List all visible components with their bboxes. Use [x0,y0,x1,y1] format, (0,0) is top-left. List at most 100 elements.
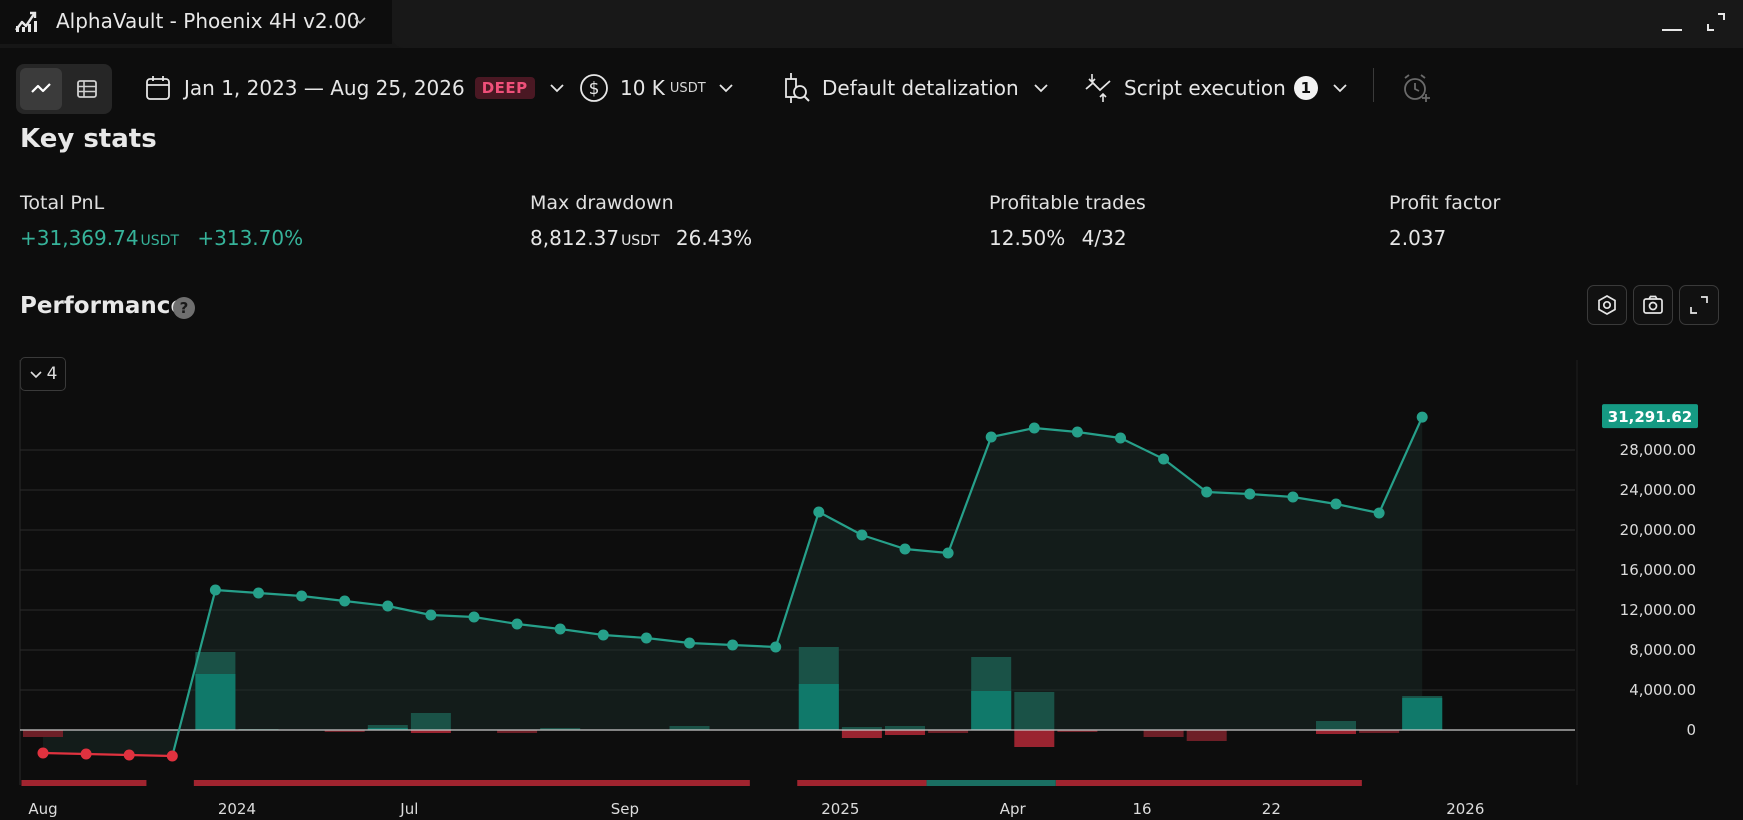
profit-factor-label: Profit factor [1389,192,1501,214]
equity-point[interactable] [209,584,221,596]
max-drawdown-value: 8,812.37 [530,226,620,250]
equity-line [42,416,1424,758]
equity-segment [603,633,647,640]
equity-point[interactable] [554,623,566,635]
title-bar-empty [392,0,1743,48]
trade-range [21,780,147,786]
chart-grid [19,360,1578,785]
equity-segment [1034,426,1078,434]
equity-point[interactable] [382,600,394,612]
equity-point[interactable] [640,632,652,644]
equity-point[interactable] [1201,486,1213,498]
equity-point[interactable] [166,750,178,762]
trade-bar [885,726,925,730]
alarm-add-icon [1404,74,1430,102]
equity-point[interactable] [1287,491,1299,503]
equity-point[interactable] [770,641,782,653]
y-tick-label: 8,000.00 [1629,641,1696,659]
equity-point[interactable] [856,529,868,541]
capital-selector[interactable]: $ 10 K USDT [578,68,736,108]
equity-point[interactable] [1244,488,1256,500]
screenshot-button[interactable] [1633,285,1673,325]
equity-segment [1162,458,1208,493]
trade-bar [669,726,710,730]
trade-bar [1143,730,1184,737]
chart-view-button[interactable] [20,68,62,110]
trade-bar [1057,730,1098,732]
equity-segment [1249,492,1293,499]
detalization-text: Default detalization [822,76,1019,100]
equity-segment [473,615,518,626]
y-tick-label: 0 [1686,721,1696,739]
last-value-label: 31,291.62 [1608,408,1692,426]
equity-segment [646,636,690,645]
trade-bar [195,674,236,730]
total-pnl-value-row: +31,369.74 USDT +313.70% [20,226,303,250]
equity-point[interactable] [1071,426,1083,438]
equity-point[interactable] [727,639,739,651]
equity-point[interactable] [813,506,825,518]
x-tick-label: 16 [1133,800,1152,818]
fullscreen-button[interactable] [1679,285,1719,325]
equity-segment [171,589,217,757]
trade-bar [367,725,408,730]
trade-range [926,780,1056,786]
date-range-selector[interactable]: Jan 1, 2023 — Aug 25, 2026 DEEP [144,68,567,108]
collapse-button[interactable]: 4 [20,357,66,391]
trade-bar [1014,730,1055,747]
window-title: AlphaVault - Phoenix 4H v2.00 [56,9,360,33]
equity-segment [1335,502,1380,515]
trade-bar [841,730,882,738]
equity-point[interactable] [339,595,351,607]
table-view-button[interactable] [66,68,108,110]
trade-bar [1186,730,1227,741]
toolbar-divider [1373,68,1374,102]
chevron-down-icon[interactable] [352,12,368,28]
profitable-trades-value-row: 12.50% 4/32 [989,226,1146,250]
minimize-icon[interactable] [1660,14,1684,34]
equity-point[interactable] [899,543,911,555]
help-icon[interactable]: ? [172,296,196,320]
equity-point[interactable] [985,431,997,443]
total-pnl-percent: +313.70% [197,226,304,250]
maximize-icon[interactable] [1704,10,1728,34]
chevron-down-icon [1333,84,1347,93]
equity-point[interactable] [1373,507,1385,519]
equity-point[interactable] [1158,453,1170,465]
equity-segment [1206,490,1250,496]
y-tick-label: 28,000.00 [1620,441,1696,459]
chart-settings-button[interactable] [1587,285,1627,325]
capital-value: 10 K [620,76,665,100]
trade-bar [1402,698,1443,730]
equity-point[interactable] [511,618,523,630]
equity-segment [258,591,302,598]
equity-point[interactable] [468,611,480,623]
equity-point[interactable] [684,637,695,649]
script-count-badge: 1 [1293,76,1318,100]
equity-segment [129,753,173,758]
equity-point[interactable] [37,747,49,759]
equity-point[interactable] [425,609,437,621]
equity-point[interactable] [1416,411,1428,423]
detalization-selector[interactable]: Default detalization [782,68,1051,108]
add-alert-button[interactable] [1400,68,1434,108]
trade-bar [324,730,365,732]
script-execution-selector[interactable]: Script execution 1 [1084,68,1350,108]
equity-point[interactable] [1028,422,1040,434]
equity-point[interactable] [597,629,609,641]
x-tick-label: Sep [611,800,639,818]
equity-point[interactable] [942,547,954,559]
equity-point[interactable] [1115,432,1126,444]
trade-ranges [21,780,1362,786]
equity-point[interactable] [1330,498,1342,510]
trade-range [797,780,927,786]
chevron-down-icon [719,84,733,93]
chevron-down-icon [550,84,564,93]
equity-point[interactable] [253,587,264,599]
equity-point[interactable] [296,590,308,602]
trade-bar [1014,692,1055,730]
window-tab[interactable]: AlphaVault - Phoenix 4H v2.00 [0,0,392,44]
equity-point[interactable] [123,749,135,761]
equity-point[interactable] [80,748,92,760]
y-tick-label: 12,000.00 [1620,601,1696,619]
